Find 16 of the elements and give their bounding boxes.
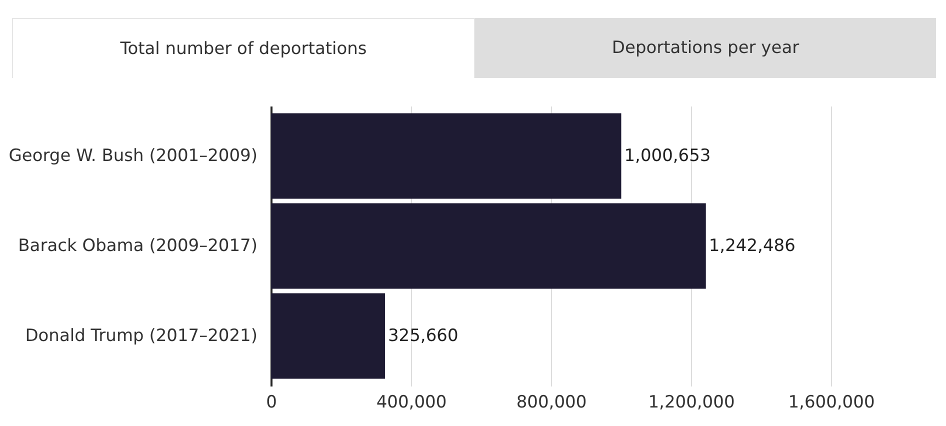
- text: Deportations per year: [610, 37, 800, 60]
- data-label: 1,242,486: [708, 236, 796, 256]
- bar: [271, 113, 622, 199]
- x-tick-label: 0: [266, 392, 277, 412]
- x-tick-label: 800,000: [516, 392, 587, 412]
- text: Total number of deportations: [12, 18, 475, 78]
- x-tick-label: 1,200,000: [648, 392, 735, 412]
- x-tick-label: 400,000: [376, 392, 447, 412]
- bar: [271, 293, 385, 379]
- bar: [271, 203, 706, 289]
- y-tick-label: George W. Bush (2001–2009): [8, 146, 258, 166]
- x-tick-label: 1,600,000: [788, 392, 875, 412]
- data-label: 325,660: [388, 326, 458, 346]
- y-tick-label: Donald Trump (2017–2021): [25, 326, 258, 346]
- y-tick-label: Barack Obama (2009–2017): [18, 236, 258, 256]
- data-label: 1,000,653: [624, 146, 711, 166]
